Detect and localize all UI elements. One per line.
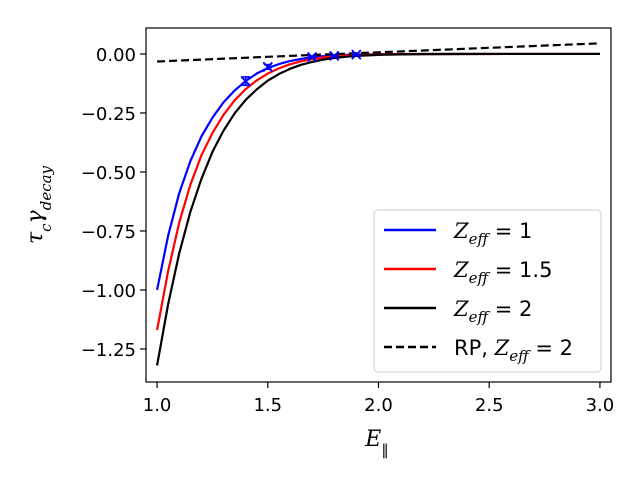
y-tick-label: −1.25 bbox=[81, 340, 136, 361]
series-line-4 bbox=[157, 42, 600, 63]
data-point bbox=[351, 49, 362, 60]
x-tick-label: 2.5 bbox=[475, 395, 504, 416]
series-line-3 bbox=[155, 52, 600, 366]
y-tick-label: −0.25 bbox=[81, 104, 136, 125]
y-tick-label: −0.50 bbox=[81, 163, 136, 184]
series-layer bbox=[155, 42, 600, 366]
data-point bbox=[240, 75, 251, 87]
x-tick-label: 1.5 bbox=[253, 395, 282, 416]
y-tick-label: −0.75 bbox=[81, 222, 136, 243]
legend-entry: Zeff = 1.5 bbox=[384, 258, 552, 287]
legend-label: RP, Zeff = 2 bbox=[454, 336, 573, 365]
marker-layer bbox=[240, 49, 362, 87]
x-tick-label: 3.0 bbox=[586, 395, 615, 416]
legend-label: Zeff = 1 bbox=[453, 219, 532, 248]
legend-label: Zeff = 2 bbox=[453, 297, 532, 326]
legend-box bbox=[373, 209, 602, 373]
legend-label: Zeff = 1.5 bbox=[453, 258, 552, 287]
data-point bbox=[262, 61, 273, 73]
data-point bbox=[329, 50, 340, 61]
y-tick-label: −1.00 bbox=[81, 281, 136, 302]
y-tick-label: 0.00 bbox=[96, 45, 136, 66]
x-axis-ticks: 1.0 1.5 2.0 2.5 3.0 bbox=[143, 382, 614, 416]
x-tick-label: 1.0 bbox=[143, 395, 172, 416]
legend-entry: Zeff = 2 bbox=[384, 297, 532, 326]
legend-entry: RP, Zeff = 2 bbox=[384, 336, 573, 365]
legend: Zeff = 1 Zeff = 1.5 Zeff = 2 RP, Zeff = 2 bbox=[373, 209, 602, 373]
legend-entry: Zeff = 1 bbox=[384, 219, 532, 248]
y-axis-ticks: 0.00 −0.25 −0.50 −0.75 −1.00 −1.25 bbox=[81, 45, 146, 361]
data-point bbox=[306, 51, 318, 63]
x-tick-label: 2.0 bbox=[364, 395, 393, 416]
